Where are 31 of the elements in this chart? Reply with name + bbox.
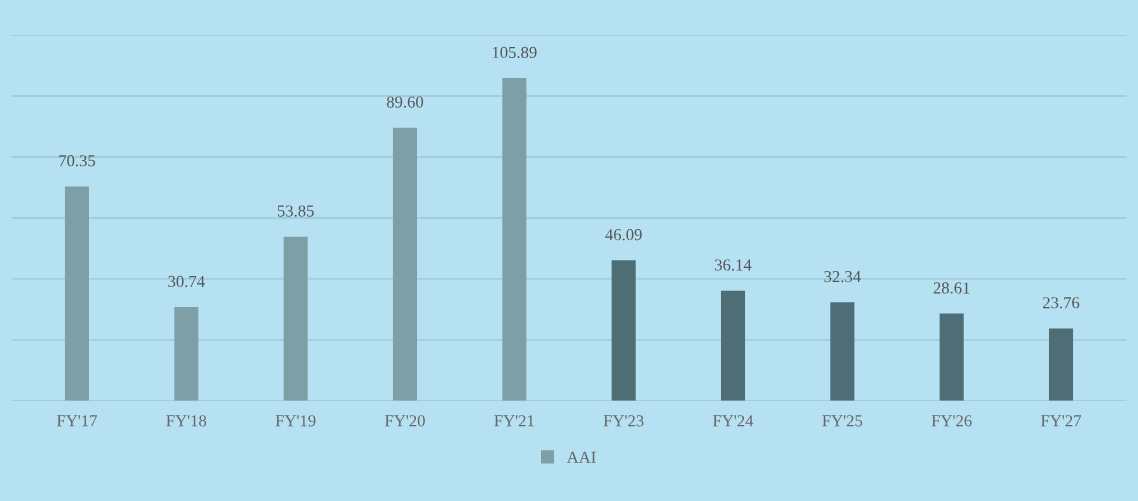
data-label: 30.74 <box>168 275 205 288</box>
x-tick-label: FY'25 <box>822 415 863 427</box>
x-tick-label: FY'23 <box>603 415 644 427</box>
data-label: 89.60 <box>386 96 424 108</box>
bar <box>502 78 527 401</box>
legend-label: AAI <box>566 451 596 463</box>
data-label: 105.89 <box>492 46 537 59</box>
x-tick-label: FY'21 <box>494 415 534 427</box>
data-label: 70.35 <box>59 155 96 167</box>
data-label: 46.09 <box>605 229 642 241</box>
x-tick-label: FY'24 <box>713 415 754 427</box>
data-label: 53.85 <box>277 205 314 217</box>
data-label: 32.34 <box>824 270 861 283</box>
data-label: 28.61 <box>933 282 970 294</box>
x-tick-label: FY'19 <box>275 415 316 427</box>
data-label: 23.76 <box>1043 297 1080 309</box>
bar <box>174 307 199 401</box>
bar <box>392 127 418 401</box>
x-tick-label: FY'26 <box>931 415 972 427</box>
bar <box>1048 328 1074 401</box>
bar <box>720 290 746 401</box>
x-tick-label: FY'17 <box>56 415 97 427</box>
bar <box>939 313 964 401</box>
x-tick-label: FY'27 <box>1041 415 1082 427</box>
data-label: 36.14 <box>715 259 752 271</box>
bar <box>830 302 855 401</box>
bar <box>283 236 308 401</box>
x-tick-label: FY'18 <box>166 415 207 427</box>
x-tick-label: FY'20 <box>384 415 425 427</box>
bar <box>64 186 90 401</box>
bar <box>611 260 636 401</box>
